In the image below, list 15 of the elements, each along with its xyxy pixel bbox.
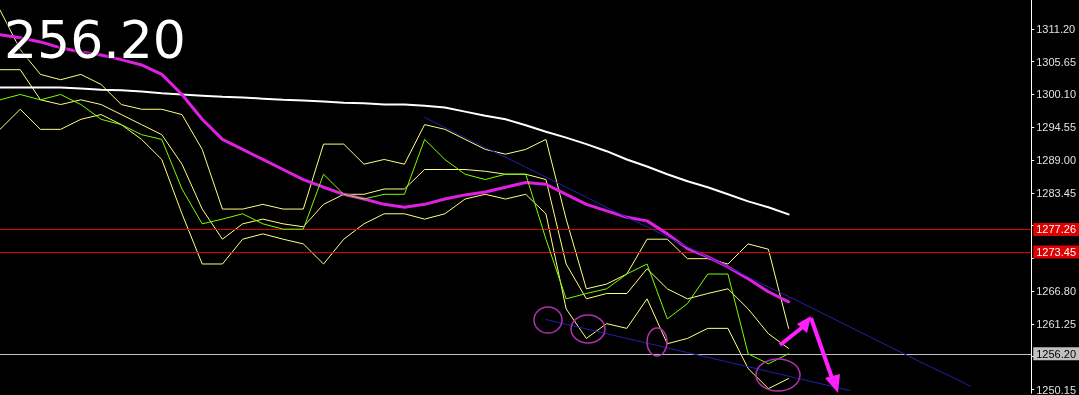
y-tick-label: 1266.80 bbox=[1036, 285, 1076, 298]
y-tick-label: 1250.15 bbox=[1036, 383, 1076, 395]
ref-line-label: 1256.20 bbox=[1036, 347, 1076, 360]
y-tick-label: 1294.55 bbox=[1036, 121, 1076, 134]
line-series bbox=[0, 86, 790, 216]
y-tick-label: 1311.20 bbox=[1036, 22, 1076, 35]
y-tick-label: 1283.45 bbox=[1036, 186, 1076, 199]
y-tick-label: 1305.65 bbox=[1036, 55, 1076, 68]
line-series bbox=[424, 117, 972, 387]
ref-line-label: 1273.45 bbox=[1036, 245, 1076, 258]
y-tick-label: 1289.00 bbox=[1036, 154, 1076, 167]
y-tick-label: 1261.25 bbox=[1036, 317, 1076, 330]
y-tick-label: 1300.10 bbox=[1036, 88, 1076, 101]
line-series bbox=[0, 9, 790, 329]
ref-line-label: 1277.26 bbox=[1036, 223, 1076, 236]
